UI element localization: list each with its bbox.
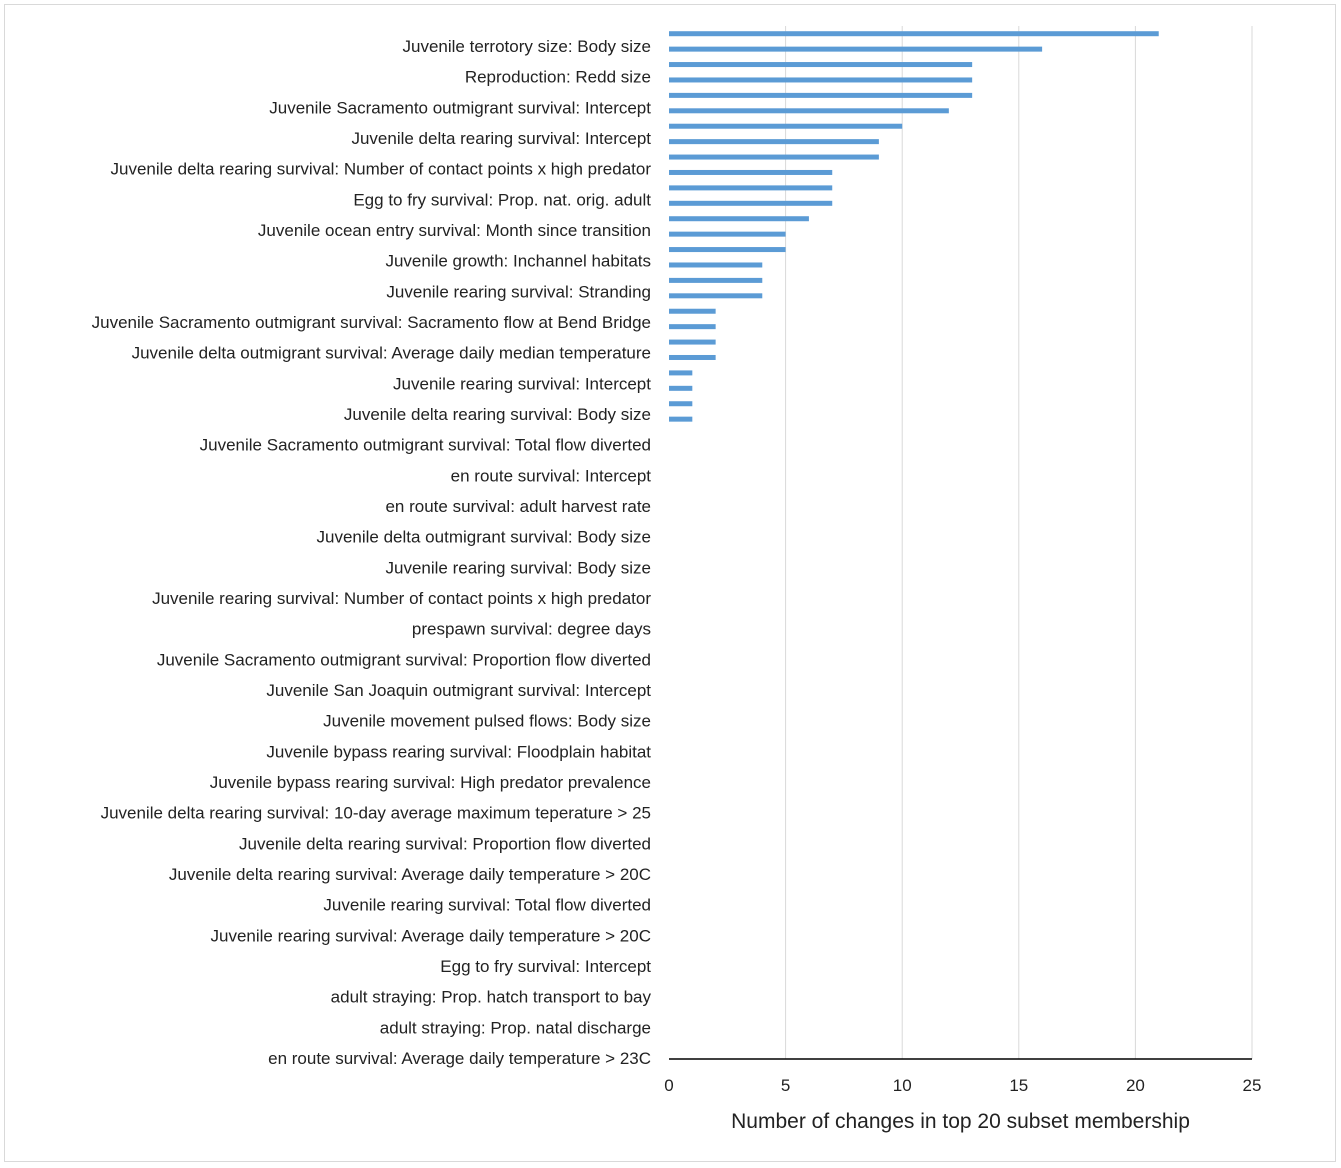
bar <box>669 139 879 145</box>
category-label: Juvenile ocean entry survival: Month sin… <box>258 221 651 240</box>
x-tick-label: 10 <box>893 1076 912 1095</box>
bar <box>669 385 693 391</box>
category-label: Juvenile rearing survival: Average daily… <box>210 926 651 945</box>
x-axis-title: Number of changes in top 20 subset membe… <box>731 1110 1190 1133</box>
category-label: adult straying: Prop. hatch transport to… <box>331 988 652 1007</box>
category-label: Juvenile Sacramento outmigrant survival:… <box>157 650 651 669</box>
bar <box>669 123 903 129</box>
category-label: prespawn survival: degree days <box>412 620 651 639</box>
category-label: Juvenile rearing survival: Number of con… <box>152 589 651 608</box>
bar <box>669 46 1043 52</box>
x-tick-labels: 0 5 10 15 20 25 <box>664 1076 1261 1095</box>
category-label: Juvenile delta rearing survival: Body si… <box>344 405 651 424</box>
bar <box>669 154 879 160</box>
category-label: Juvenile growth: Inchannel habitats <box>385 252 651 271</box>
bar <box>669 262 763 268</box>
category-label: Juvenile Sacramento outmigrant survival:… <box>92 313 651 332</box>
category-label: Juvenile delta outmigrant survival: Body… <box>317 528 652 547</box>
x-tick-label: 20 <box>1126 1076 1145 1095</box>
category-label: Juvenile Sacramento outmigrant survival:… <box>200 436 651 455</box>
category-label: Juvenile delta rearing survival: Proport… <box>239 834 651 853</box>
category-label: Juvenile delta rearing survival: Average… <box>169 865 651 884</box>
category-label: Juvenile rearing survival: Total flow di… <box>323 896 651 915</box>
x-tick-label: 0 <box>664 1076 673 1095</box>
chart-frame <box>4 4 1336 1162</box>
category-label: en route survival: Average daily tempera… <box>268 1049 651 1068</box>
bar <box>669 92 973 98</box>
category-label: Juvenile bypass rearing survival: High p… <box>210 773 651 792</box>
gridlines <box>785 26 1253 1059</box>
bar <box>669 247 786 253</box>
category-label: Juvenile movement pulsed flows: Body siz… <box>323 712 651 731</box>
bar <box>669 108 949 114</box>
category-label: en route survival: Intercept <box>451 466 652 485</box>
bar <box>669 416 693 422</box>
bar <box>669 216 809 222</box>
category-label: Reproduction: Redd size <box>465 68 651 87</box>
category-label: Juvenile delta rearing survival: 10-day … <box>101 804 651 823</box>
category-label: Juvenile rearing survival: Intercept <box>393 374 651 393</box>
bars <box>669 31 1159 422</box>
bar <box>669 169 833 175</box>
category-label: Juvenile Sacramento outmigrant survival:… <box>269 98 651 117</box>
bar <box>669 339 716 345</box>
category-label: Juvenile delta rearing survival: Number … <box>110 160 651 179</box>
bar <box>669 62 973 68</box>
bar <box>669 354 716 360</box>
bar <box>669 185 833 191</box>
bar <box>669 324 716 330</box>
bar <box>669 231 786 237</box>
category-label: Juvenile terrotory size: Body size <box>403 37 652 56</box>
category-label: Egg to fry survival: Intercept <box>440 957 651 976</box>
category-label: Juvenile San Joaquin outmigrant survival… <box>266 681 651 700</box>
category-label: adult straying: Prop. natal discharge <box>380 1018 651 1037</box>
bar <box>669 31 1159 37</box>
x-tick-label: 5 <box>781 1076 790 1095</box>
bar <box>669 277 763 283</box>
x-tick-label: 15 <box>1009 1076 1028 1095</box>
x-tick-label: 25 <box>1243 1076 1262 1095</box>
category-label: Egg to fry survival: Prop. nat. orig. ad… <box>353 190 651 209</box>
category-label: en route survival: adult harvest rate <box>385 497 651 516</box>
bar <box>669 370 693 376</box>
category-label: Juvenile bypass rearing survival: Floodp… <box>266 742 651 761</box>
category-label: Juvenile rearing survival: Body size <box>385 558 651 577</box>
category-label: Juvenile rearing survival: Stranding <box>386 282 651 301</box>
category-label: Juvenile delta outmigrant survival: Aver… <box>132 344 651 363</box>
category-label: Juvenile delta rearing survival: Interce… <box>351 129 651 148</box>
bar <box>669 293 763 299</box>
bar <box>669 401 693 407</box>
category-labels: Juvenile terrotory size: Body size Reprod… <box>92 37 652 1068</box>
bar <box>669 77 973 83</box>
bar <box>669 200 833 206</box>
bar <box>669 308 716 314</box>
